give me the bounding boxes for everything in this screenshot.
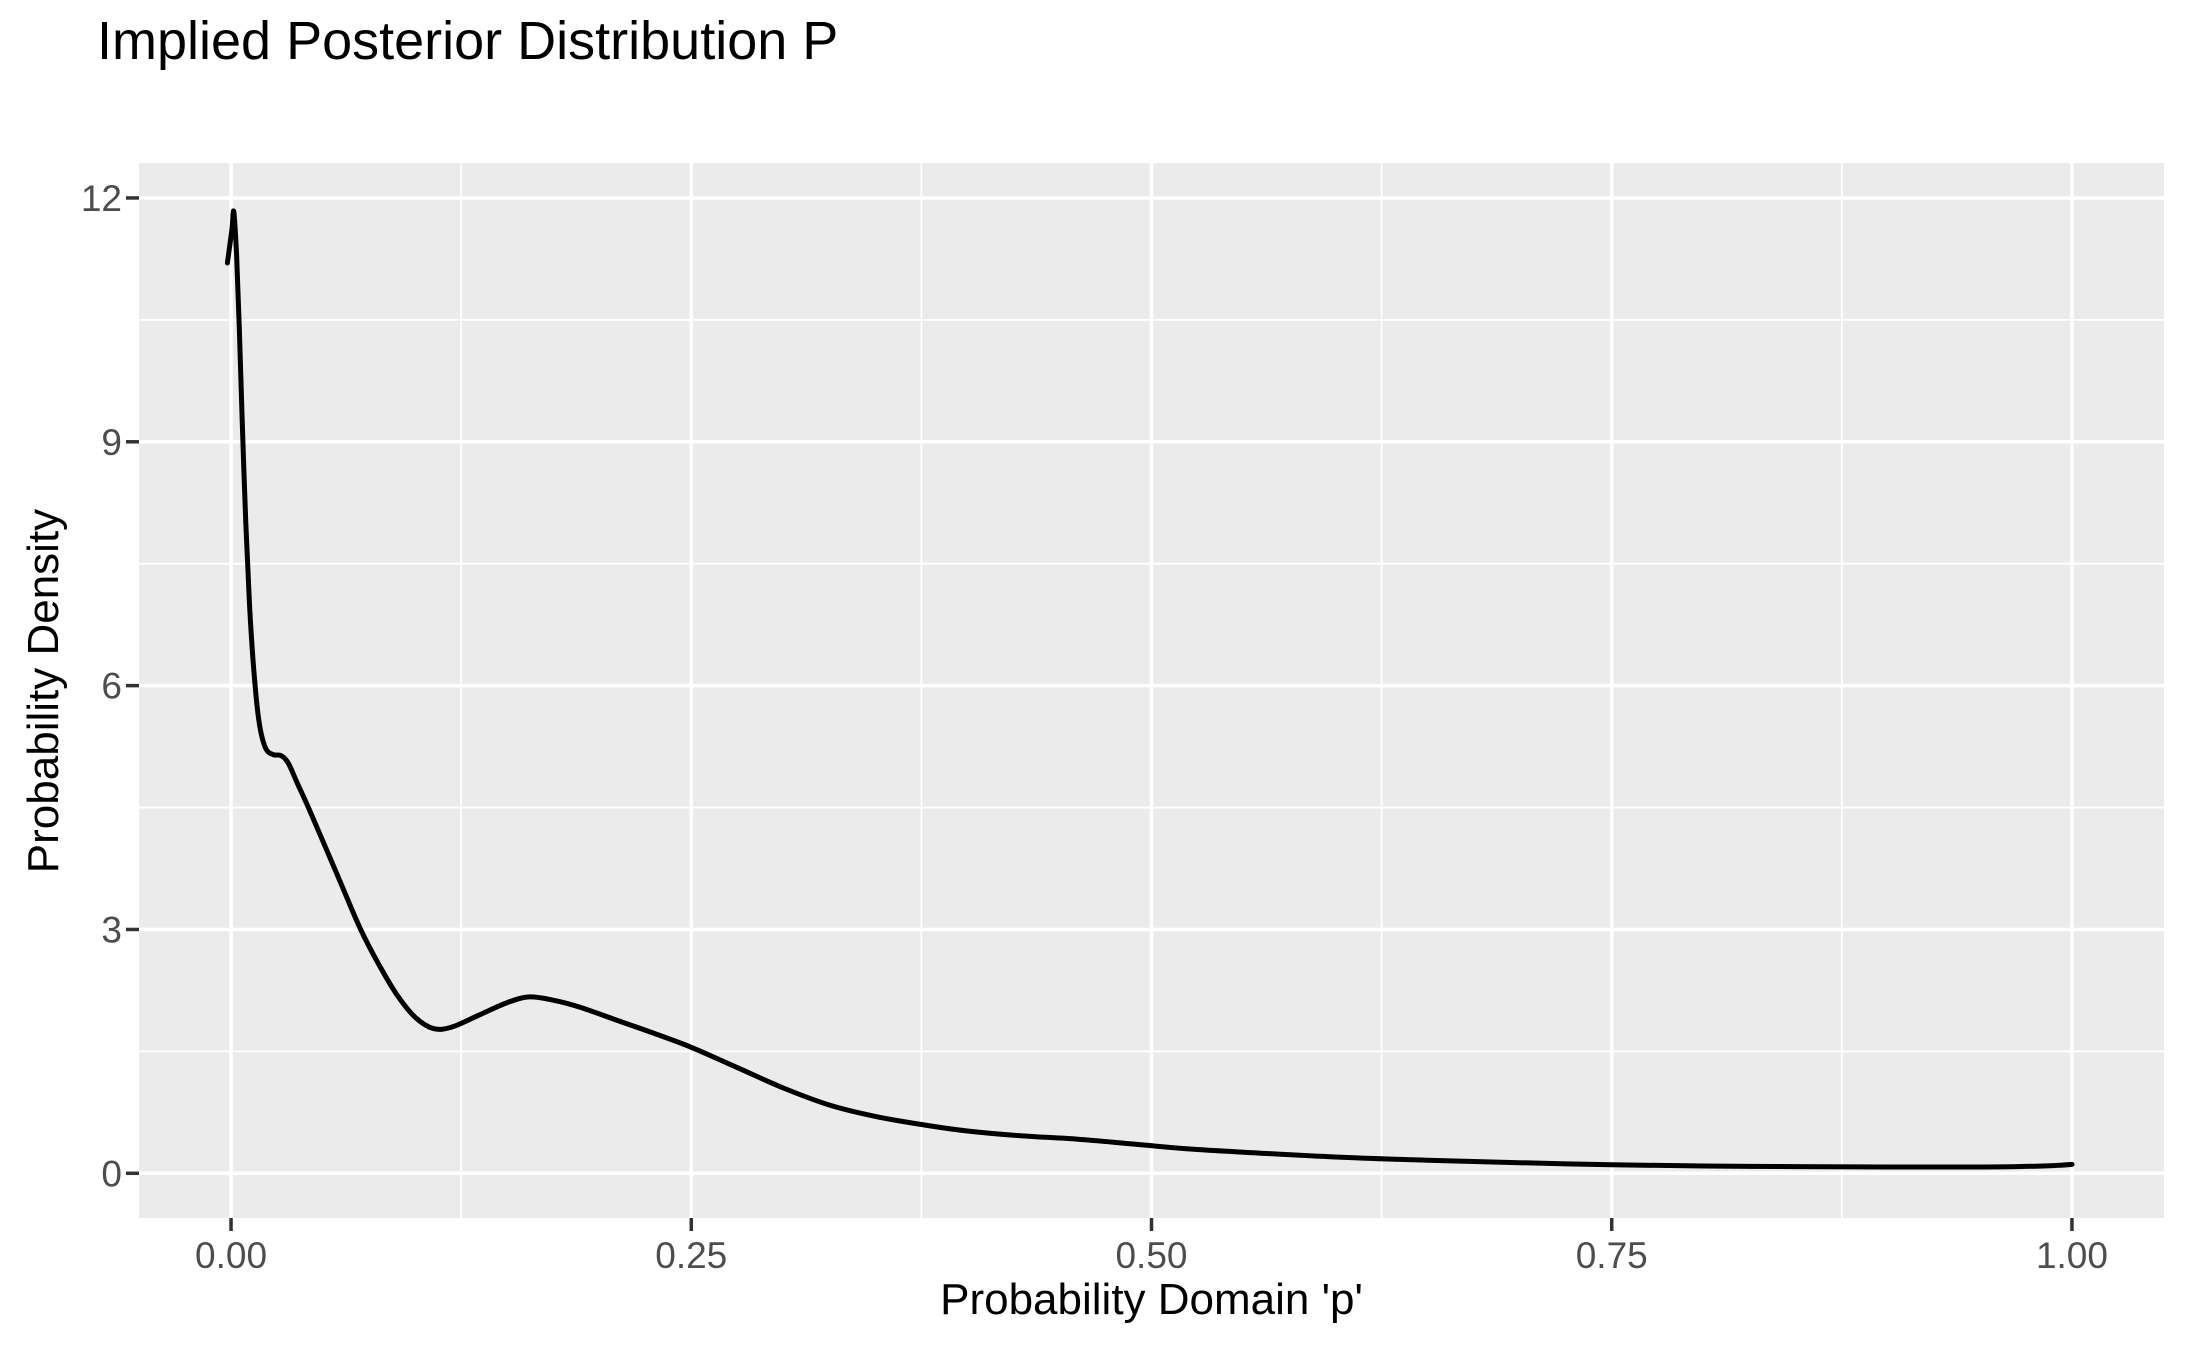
- y-tick-label: 12: [81, 178, 122, 219]
- x-tick-label: 0.50: [1115, 1235, 1187, 1276]
- x-axis-label: Probability Domain 'p': [940, 1275, 1363, 1324]
- x-axis-label-box: Probability Domain 'p': [139, 1268, 2164, 1332]
- y-tick-label: 0: [101, 1153, 122, 1194]
- y-tick-label: 3: [101, 909, 122, 950]
- y-axis-label-box: Probability Density: [8, 163, 80, 1218]
- y-axis-label: Probability Density: [19, 508, 68, 873]
- x-tick-label: 0.25: [655, 1235, 727, 1276]
- x-tick-label: 0.75: [1576, 1235, 1648, 1276]
- x-tick-label: 0.00: [195, 1235, 267, 1276]
- x-tick-label: 1.00: [2036, 1235, 2108, 1276]
- y-tick-label: 6: [101, 666, 122, 707]
- y-tick-label: 9: [101, 422, 122, 463]
- density-curve: [224, 208, 2075, 1170]
- plot-title: Implied Posterior Distribution P: [97, 11, 839, 71]
